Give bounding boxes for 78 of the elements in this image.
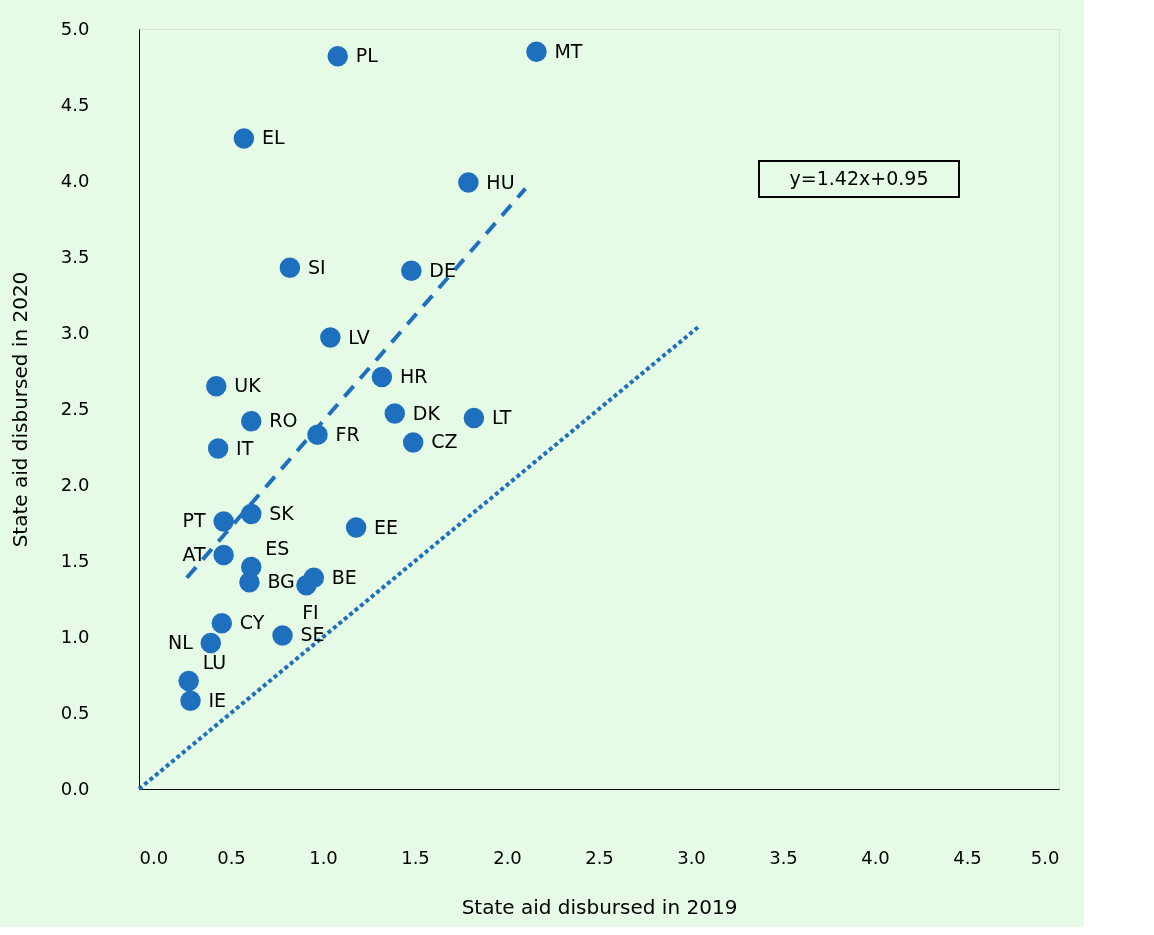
x-tick-label: 2.5 bbox=[585, 846, 614, 868]
x-tick-label: 3.5 bbox=[769, 846, 798, 868]
point bbox=[200, 632, 222, 654]
y-axis-title: State aid disbursed in 2020 bbox=[7, 271, 32, 548]
y-tick-label: 3.0 bbox=[60, 321, 90, 343]
x-tick-label: 1.0 bbox=[309, 846, 338, 868]
y-tick-label: 3.5 bbox=[60, 245, 90, 267]
point bbox=[279, 257, 301, 278]
annotation: UK bbox=[234, 374, 262, 397]
annotation: LT bbox=[491, 406, 512, 429]
point bbox=[211, 613, 233, 634]
annotation: DE bbox=[429, 258, 456, 281]
annotation: y=1.42x+0.95 bbox=[789, 167, 929, 189]
x-tick-label: 4.5 bbox=[953, 846, 982, 868]
point bbox=[345, 517, 367, 538]
annotation: DK bbox=[412, 401, 441, 424]
point bbox=[213, 511, 234, 532]
point bbox=[463, 407, 485, 429]
point bbox=[240, 410, 262, 432]
annotation: SK bbox=[269, 501, 295, 524]
y-tick-label: 4.0 bbox=[60, 169, 90, 191]
annotation: FR bbox=[335, 422, 360, 445]
point bbox=[526, 41, 547, 63]
point bbox=[296, 575, 317, 596]
annotation: PL bbox=[355, 44, 379, 67]
point bbox=[207, 438, 229, 459]
y-tick-label: 1.5 bbox=[60, 549, 90, 571]
point bbox=[272, 625, 293, 646]
x-tick-label: 1.5 bbox=[401, 846, 430, 868]
point bbox=[401, 260, 422, 281]
y-tick-label: 2.0 bbox=[60, 473, 90, 495]
annotation: LU bbox=[202, 651, 227, 674]
annotation: NL bbox=[167, 631, 194, 654]
y-tick-label: 2.5 bbox=[60, 397, 90, 419]
point bbox=[233, 128, 255, 149]
point bbox=[180, 690, 201, 712]
y-tick-label: 1.0 bbox=[60, 625, 90, 647]
point bbox=[213, 544, 234, 566]
point bbox=[327, 46, 348, 67]
point bbox=[384, 403, 406, 424]
x-axis-title: State aid disbursed in 2019 bbox=[461, 894, 738, 919]
annotation: BE bbox=[331, 565, 357, 588]
y-tick-label: 4.5 bbox=[60, 93, 90, 115]
x-tick-label: 3.0 bbox=[677, 846, 706, 868]
point bbox=[458, 172, 479, 193]
annotation: IE bbox=[208, 688, 227, 711]
annotation: FI bbox=[302, 601, 319, 624]
annotation: LV bbox=[348, 325, 370, 348]
annotation: RO bbox=[269, 409, 298, 432]
annotation: HR bbox=[399, 365, 428, 388]
point bbox=[371, 366, 393, 388]
x-tick-label: 5.0 bbox=[1030, 846, 1060, 868]
point bbox=[320, 327, 341, 348]
annotation: EE bbox=[374, 515, 399, 538]
annotation: BG bbox=[267, 570, 295, 593]
annotation: MT bbox=[554, 39, 583, 62]
point bbox=[240, 503, 262, 525]
point bbox=[206, 375, 227, 397]
annotation: AT bbox=[182, 542, 207, 565]
y-tick-label: 5.0 bbox=[60, 17, 90, 39]
annotation: HU bbox=[486, 170, 515, 193]
x-tick-label: 0.0 bbox=[139, 846, 169, 868]
annotation: PT bbox=[182, 509, 207, 532]
x-tick-label: 2.0 bbox=[493, 846, 522, 868]
point bbox=[178, 670, 199, 692]
annotation: CZ bbox=[431, 430, 458, 453]
point bbox=[239, 572, 260, 593]
annotation: CY bbox=[239, 611, 265, 634]
annotation: SI bbox=[307, 255, 326, 278]
annotation: IT bbox=[236, 436, 254, 459]
annotation: ES bbox=[265, 537, 290, 560]
y-tick-label: 0.5 bbox=[60, 701, 90, 723]
point bbox=[402, 432, 424, 453]
annotation: EL bbox=[261, 126, 285, 149]
y-tick-label: 0.0 bbox=[60, 777, 90, 799]
x-tick-label: 4.0 bbox=[861, 846, 890, 868]
annotation: SE bbox=[300, 623, 325, 646]
x-tick-label: 0.5 bbox=[217, 846, 246, 868]
